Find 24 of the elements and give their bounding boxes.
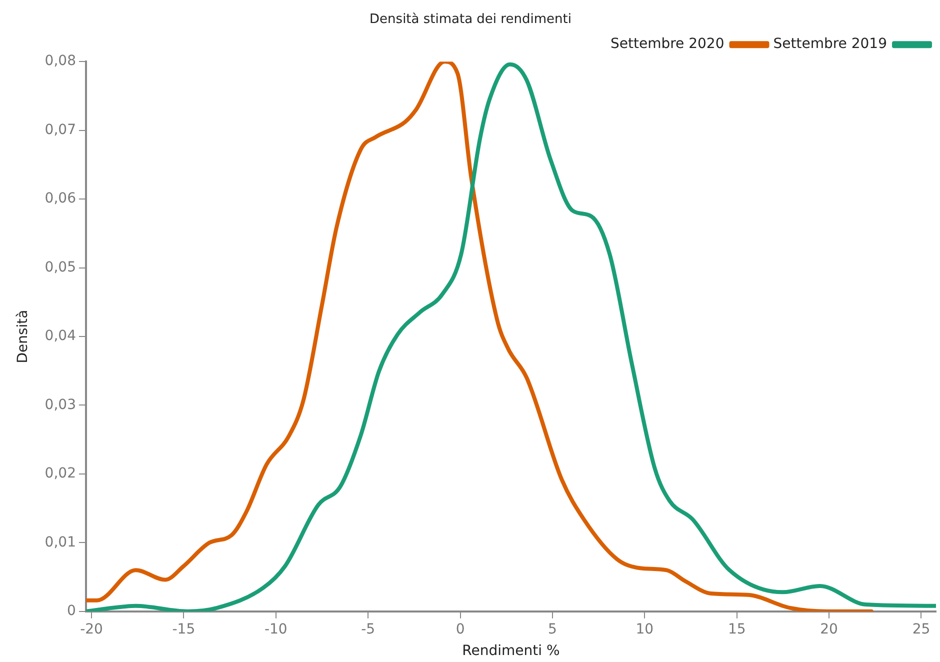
chart-title: Densità stimata dei rendimenti (370, 12, 572, 28)
y-tick-label: 0,01 (44, 534, 76, 550)
x-tick-label: 0 (456, 621, 465, 638)
legend-label: Settembre 2020 (610, 36, 724, 52)
y-tick-label: 0,05 (44, 259, 76, 276)
x-tick-label: 25 (912, 621, 930, 638)
x-tick-label: 20 (820, 621, 838, 638)
x-tick-label: -5 (361, 621, 376, 638)
x-tick-label: -20 (80, 621, 103, 638)
y-tick-label: 0,04 (44, 328, 76, 344)
legend-label: Settembre 2019 (773, 36, 887, 52)
x-tick-label: 10 (636, 621, 654, 638)
x-axis-title: Rendimenti % (462, 643, 560, 660)
x-tick-label: 15 (728, 621, 746, 638)
y-tick-label: 0,06 (44, 190, 76, 207)
x-tick-label: -15 (172, 621, 196, 638)
y-tick-label: 0 (67, 603, 76, 620)
y-tick-label: 0,02 (44, 466, 76, 482)
y-tick-label: 0,07 (44, 122, 76, 138)
y-tick-label: 0,08 (44, 53, 76, 70)
y-axis-title: Densità (15, 310, 32, 364)
y-tick-label: 0,03 (44, 396, 76, 413)
x-tick-label: -10 (264, 621, 288, 638)
x-tick-label: 5 (548, 621, 557, 638)
